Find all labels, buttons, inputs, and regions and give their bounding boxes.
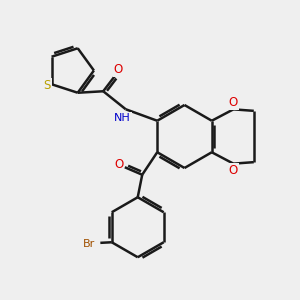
Text: O: O <box>114 158 123 171</box>
Text: Br: Br <box>83 239 95 249</box>
Text: NH: NH <box>114 113 131 123</box>
Text: S: S <box>44 79 51 92</box>
Text: O: O <box>229 96 238 109</box>
Text: O: O <box>114 63 123 76</box>
Text: O: O <box>229 164 238 177</box>
